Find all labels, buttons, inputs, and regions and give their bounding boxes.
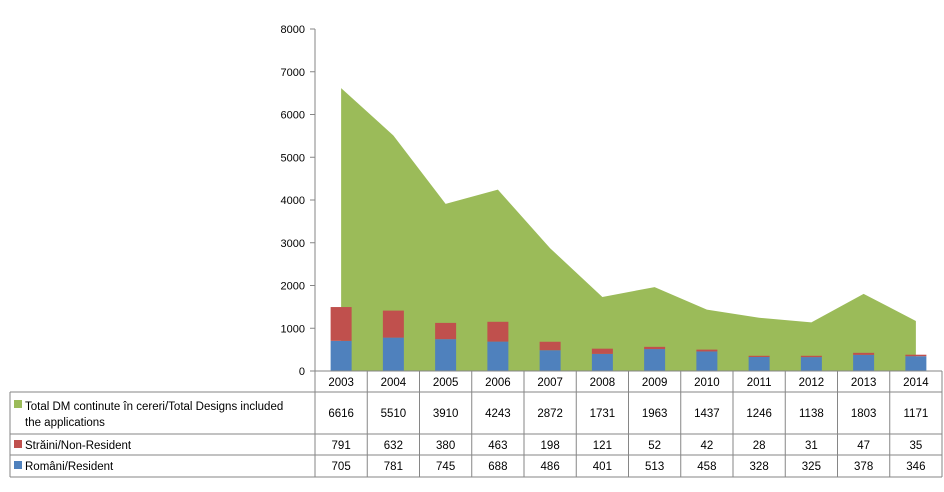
legend-label: the applications <box>25 417 105 429</box>
legend-label: Total DM continute în cereri/Total Desig… <box>25 401 283 413</box>
data-label: 3910 <box>433 408 459 420</box>
y-tick-label: 3000 <box>281 238 305 250</box>
data-label: 1803 <box>851 408 877 420</box>
y-tick-label: 2000 <box>281 281 305 293</box>
data-label: 380 <box>436 440 455 452</box>
data-label: 42 <box>700 440 713 452</box>
series-area-total-designs <box>341 88 916 371</box>
bar-resident-2012 <box>801 357 822 371</box>
data-label: 6616 <box>328 408 354 420</box>
legend-label: Străini/Non-Resident <box>25 440 132 452</box>
data-label: 688 <box>488 461 507 473</box>
bar-nonresident-2011 <box>749 356 770 357</box>
bar-resident-2006 <box>487 342 508 371</box>
data-label: 781 <box>384 461 403 473</box>
data-label: 1963 <box>642 408 668 420</box>
data-label: 486 <box>541 461 560 473</box>
bar-resident-2009 <box>644 349 665 371</box>
legend-label: Români/Resident <box>25 461 114 473</box>
y-tick-label: 6000 <box>281 110 305 122</box>
data-label: 1138 <box>799 408 824 420</box>
data-label: 463 <box>488 440 507 452</box>
legend-swatch <box>14 400 22 408</box>
y-tick-label: 1000 <box>281 323 305 335</box>
bar-nonresident-2007 <box>540 342 561 350</box>
data-label: 4243 <box>485 408 511 420</box>
y-tick-label: 5000 <box>281 152 305 164</box>
bar-nonresident-2006 <box>487 322 508 342</box>
bar-resident-2014 <box>905 356 926 371</box>
bar-resident-2004 <box>383 338 404 371</box>
data-label: 1731 <box>590 408 616 420</box>
data-label: 121 <box>593 440 612 452</box>
x-tick-label: 2008 <box>590 377 616 389</box>
bar-nonresident-2012 <box>801 356 822 357</box>
bar-resident-2007 <box>540 350 561 371</box>
data-label: 632 <box>384 440 403 452</box>
data-label: 458 <box>697 461 716 473</box>
data-label: 1171 <box>904 408 929 420</box>
data-label: 47 <box>857 440 870 452</box>
data-label: 346 <box>906 461 925 473</box>
data-label: 1437 <box>694 408 720 420</box>
data-label: 378 <box>854 461 873 473</box>
bar-nonresident-2014 <box>905 355 926 356</box>
legend-swatch <box>14 461 22 469</box>
data-label: 2872 <box>537 408 563 420</box>
data-label: 791 <box>332 440 351 452</box>
data-table: 2003 2004 2005 2006 2007 2008 2009 2010 2011 2012… <box>10 371 942 477</box>
data-label: 1246 <box>746 408 772 420</box>
y-tick-label: 7000 <box>281 67 305 79</box>
bar-nonresident-2004 <box>383 311 404 338</box>
x-tick-label: 2003 <box>328 377 354 389</box>
bar-resident-2003 <box>331 341 352 371</box>
data-label: 513 <box>645 461 664 473</box>
data-label: 52 <box>648 440 661 452</box>
data-label: 705 <box>332 461 351 473</box>
bar-nonresident-2010 <box>696 350 717 352</box>
bar-resident-2013 <box>853 355 874 371</box>
bar-nonresident-2009 <box>644 347 665 349</box>
x-tick-label: 2011 <box>747 377 772 389</box>
area-layer <box>341 88 916 371</box>
data-label: 745 <box>436 461 455 473</box>
bar-nonresident-2013 <box>853 353 874 355</box>
x-tick-label: 2009 <box>642 377 668 389</box>
axis-layer: 0 1000 2000 3000 4000 5000 6000 7000 8000 <box>281 24 315 378</box>
x-tick-label: 2006 <box>485 377 511 389</box>
y-tick-label: 4000 <box>281 195 305 207</box>
data-label: 28 <box>753 440 766 452</box>
bar-nonresident-2005 <box>435 323 456 339</box>
bar-resident-2008 <box>592 354 613 371</box>
bar-nonresident-2003 <box>331 307 352 341</box>
legend-swatch <box>14 440 22 448</box>
data-label: 35 <box>909 440 922 452</box>
x-tick-label: 2012 <box>799 377 825 389</box>
chart: 010002000300040005000600070008000 200320… <box>0 0 944 492</box>
x-tick-label: 2010 <box>694 377 720 389</box>
bar-resident-2005 <box>435 339 456 371</box>
y-tick-label: 8000 <box>281 24 305 36</box>
data-label: 198 <box>541 440 560 452</box>
x-tick-label: 2014 <box>903 377 929 389</box>
data-label: 328 <box>750 461 769 473</box>
data-label: 325 <box>802 461 821 473</box>
data-label: 31 <box>805 440 818 452</box>
data-label: 401 <box>593 461 612 473</box>
bar-resident-2010 <box>696 351 717 371</box>
bar-resident-2011 <box>749 357 770 371</box>
x-tick-label: 2007 <box>537 377 563 389</box>
bar-nonresident-2008 <box>592 349 613 354</box>
x-tick-label: 2004 <box>381 377 407 389</box>
x-tick-label: 2013 <box>851 377 877 389</box>
data-label: 5510 <box>381 408 407 420</box>
x-tick-label: 2005 <box>433 377 459 389</box>
y-tick-label: 0 <box>299 366 305 378</box>
